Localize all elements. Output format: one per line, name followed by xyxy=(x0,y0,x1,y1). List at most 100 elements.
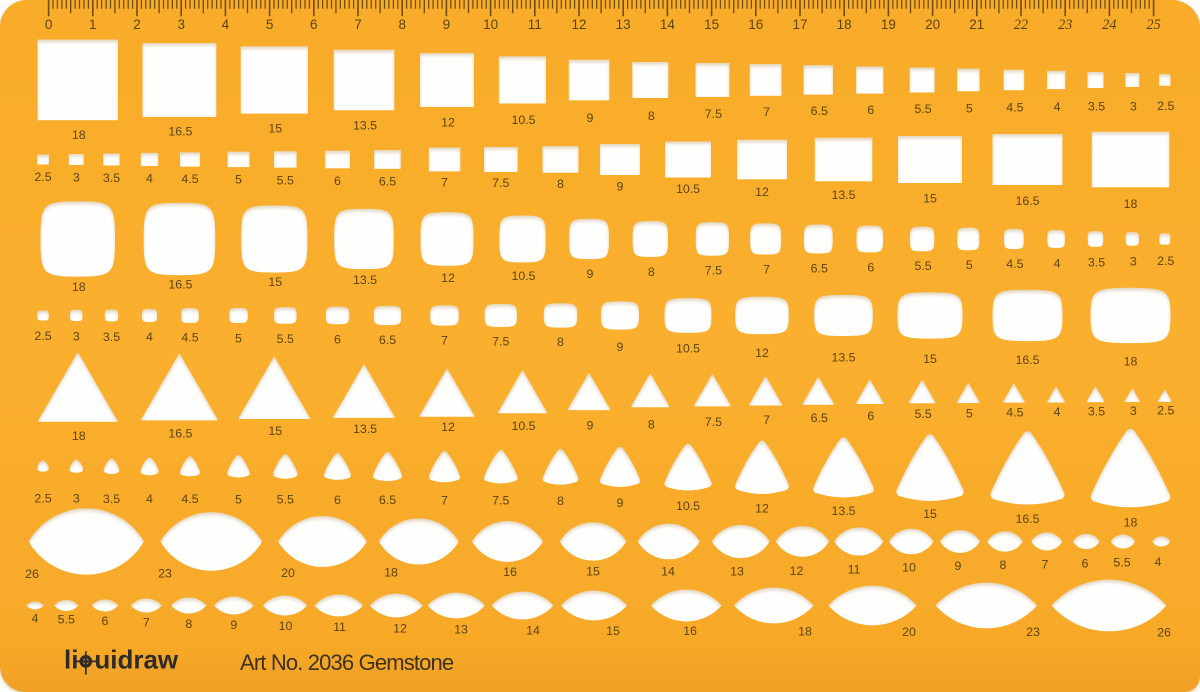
svg-text:5: 5 xyxy=(235,331,242,345)
svg-text:5.5: 5.5 xyxy=(1113,556,1130,570)
svg-text:3: 3 xyxy=(1130,255,1137,269)
svg-text:17: 17 xyxy=(792,17,807,32)
svg-text:4: 4 xyxy=(1054,256,1061,270)
svg-text:3.5: 3.5 xyxy=(1088,256,1105,270)
svg-text:4.5: 4.5 xyxy=(181,492,198,506)
svg-text:10.5: 10.5 xyxy=(676,499,700,513)
svg-text:6.5: 6.5 xyxy=(811,261,828,275)
svg-text:3.5: 3.5 xyxy=(103,330,120,344)
svg-text:12: 12 xyxy=(393,622,407,636)
svg-text:9: 9 xyxy=(587,111,594,125)
svg-text:23: 23 xyxy=(158,566,172,580)
svg-text:18: 18 xyxy=(384,565,398,579)
svg-text:8: 8 xyxy=(648,418,655,432)
svg-text:3.5: 3.5 xyxy=(1088,405,1105,419)
svg-text:6: 6 xyxy=(334,174,341,188)
svg-text:8: 8 xyxy=(648,109,655,123)
svg-text:7.5: 7.5 xyxy=(705,107,722,121)
svg-text:3: 3 xyxy=(177,17,185,32)
svg-text:3.5: 3.5 xyxy=(103,171,120,185)
svg-text:5.5: 5.5 xyxy=(914,259,931,273)
svg-text:18: 18 xyxy=(1124,355,1138,369)
svg-text:12: 12 xyxy=(441,115,455,129)
svg-text:13.5: 13.5 xyxy=(831,504,855,518)
svg-text:9: 9 xyxy=(617,340,624,354)
svg-text:13: 13 xyxy=(616,17,631,32)
svg-text:11: 11 xyxy=(333,620,346,634)
svg-text:6: 6 xyxy=(867,103,874,117)
svg-text:12: 12 xyxy=(755,501,769,515)
svg-text:2.5: 2.5 xyxy=(1157,404,1174,418)
svg-text:26: 26 xyxy=(1157,626,1171,640)
svg-text:7: 7 xyxy=(441,334,448,348)
svg-text:10: 10 xyxy=(483,17,498,32)
svg-text:10.5: 10.5 xyxy=(676,182,700,196)
svg-text:4.5: 4.5 xyxy=(1006,257,1023,271)
svg-text:23: 23 xyxy=(1058,17,1072,33)
svg-text:5: 5 xyxy=(235,492,242,506)
svg-text:25: 25 xyxy=(1147,17,1161,33)
svg-text:Art No. 2036 Gemstone: Art No. 2036 Gemstone xyxy=(240,650,454,675)
svg-text:15: 15 xyxy=(586,565,600,579)
svg-text:7: 7 xyxy=(441,175,448,189)
svg-text:13.5: 13.5 xyxy=(353,422,377,436)
svg-text:11: 11 xyxy=(528,17,542,32)
svg-text:0: 0 xyxy=(45,17,53,32)
svg-text:16: 16 xyxy=(748,17,763,32)
svg-text:12: 12 xyxy=(441,420,455,434)
svg-text:9: 9 xyxy=(587,267,594,281)
svg-text:11: 11 xyxy=(848,562,861,576)
svg-text:6: 6 xyxy=(867,260,874,274)
svg-text:18: 18 xyxy=(837,17,852,32)
svg-text:6: 6 xyxy=(310,17,318,32)
svg-text:15: 15 xyxy=(606,624,620,638)
svg-text:15: 15 xyxy=(923,192,937,206)
svg-text:3.5: 3.5 xyxy=(1088,100,1105,114)
svg-text:15: 15 xyxy=(923,507,937,521)
svg-text:4: 4 xyxy=(146,330,153,344)
svg-text:6: 6 xyxy=(334,493,341,507)
svg-text:10.5: 10.5 xyxy=(511,113,535,127)
svg-text:13.5: 13.5 xyxy=(831,351,855,365)
svg-text:24: 24 xyxy=(1102,17,1116,33)
svg-text:5.5: 5.5 xyxy=(58,613,75,627)
svg-text:6: 6 xyxy=(867,409,874,423)
svg-text:18: 18 xyxy=(798,625,812,639)
svg-text:13: 13 xyxy=(454,622,468,636)
svg-text:6: 6 xyxy=(1082,557,1089,571)
svg-text:7: 7 xyxy=(1042,557,1049,571)
svg-text:5: 5 xyxy=(266,17,274,32)
svg-text:2.5: 2.5 xyxy=(1157,254,1174,268)
svg-text:4.5: 4.5 xyxy=(181,172,198,186)
svg-text:2.5: 2.5 xyxy=(34,329,51,343)
svg-text:4: 4 xyxy=(1155,555,1162,569)
svg-text:13.5: 13.5 xyxy=(353,273,377,287)
svg-text:7: 7 xyxy=(763,263,770,277)
svg-text:4: 4 xyxy=(222,17,230,32)
svg-text:8: 8 xyxy=(557,494,564,508)
svg-text:7.5: 7.5 xyxy=(705,264,722,278)
svg-text:9: 9 xyxy=(617,496,624,510)
svg-text:5: 5 xyxy=(966,406,973,420)
svg-text:15: 15 xyxy=(704,17,719,32)
svg-text:12: 12 xyxy=(755,346,769,360)
svg-text:16.5: 16.5 xyxy=(1015,512,1039,526)
svg-text:5: 5 xyxy=(966,258,973,272)
svg-text:15: 15 xyxy=(268,121,282,135)
svg-text:18: 18 xyxy=(72,429,86,443)
svg-text:18: 18 xyxy=(1124,515,1138,529)
svg-text:8: 8 xyxy=(185,617,192,631)
svg-text:7.5: 7.5 xyxy=(705,415,722,429)
svg-text:12: 12 xyxy=(755,185,769,199)
svg-text:3: 3 xyxy=(1130,99,1137,113)
svg-text:7: 7 xyxy=(763,413,770,427)
svg-text:6.5: 6.5 xyxy=(379,175,396,189)
svg-text:9: 9 xyxy=(230,618,237,632)
svg-text:9: 9 xyxy=(955,559,962,573)
svg-text:13.5: 13.5 xyxy=(353,118,377,132)
svg-text:4: 4 xyxy=(1054,100,1061,114)
svg-text:4: 4 xyxy=(1054,405,1061,419)
svg-text:9: 9 xyxy=(617,179,624,193)
svg-text:18: 18 xyxy=(1124,197,1138,211)
svg-text:3: 3 xyxy=(73,492,80,506)
